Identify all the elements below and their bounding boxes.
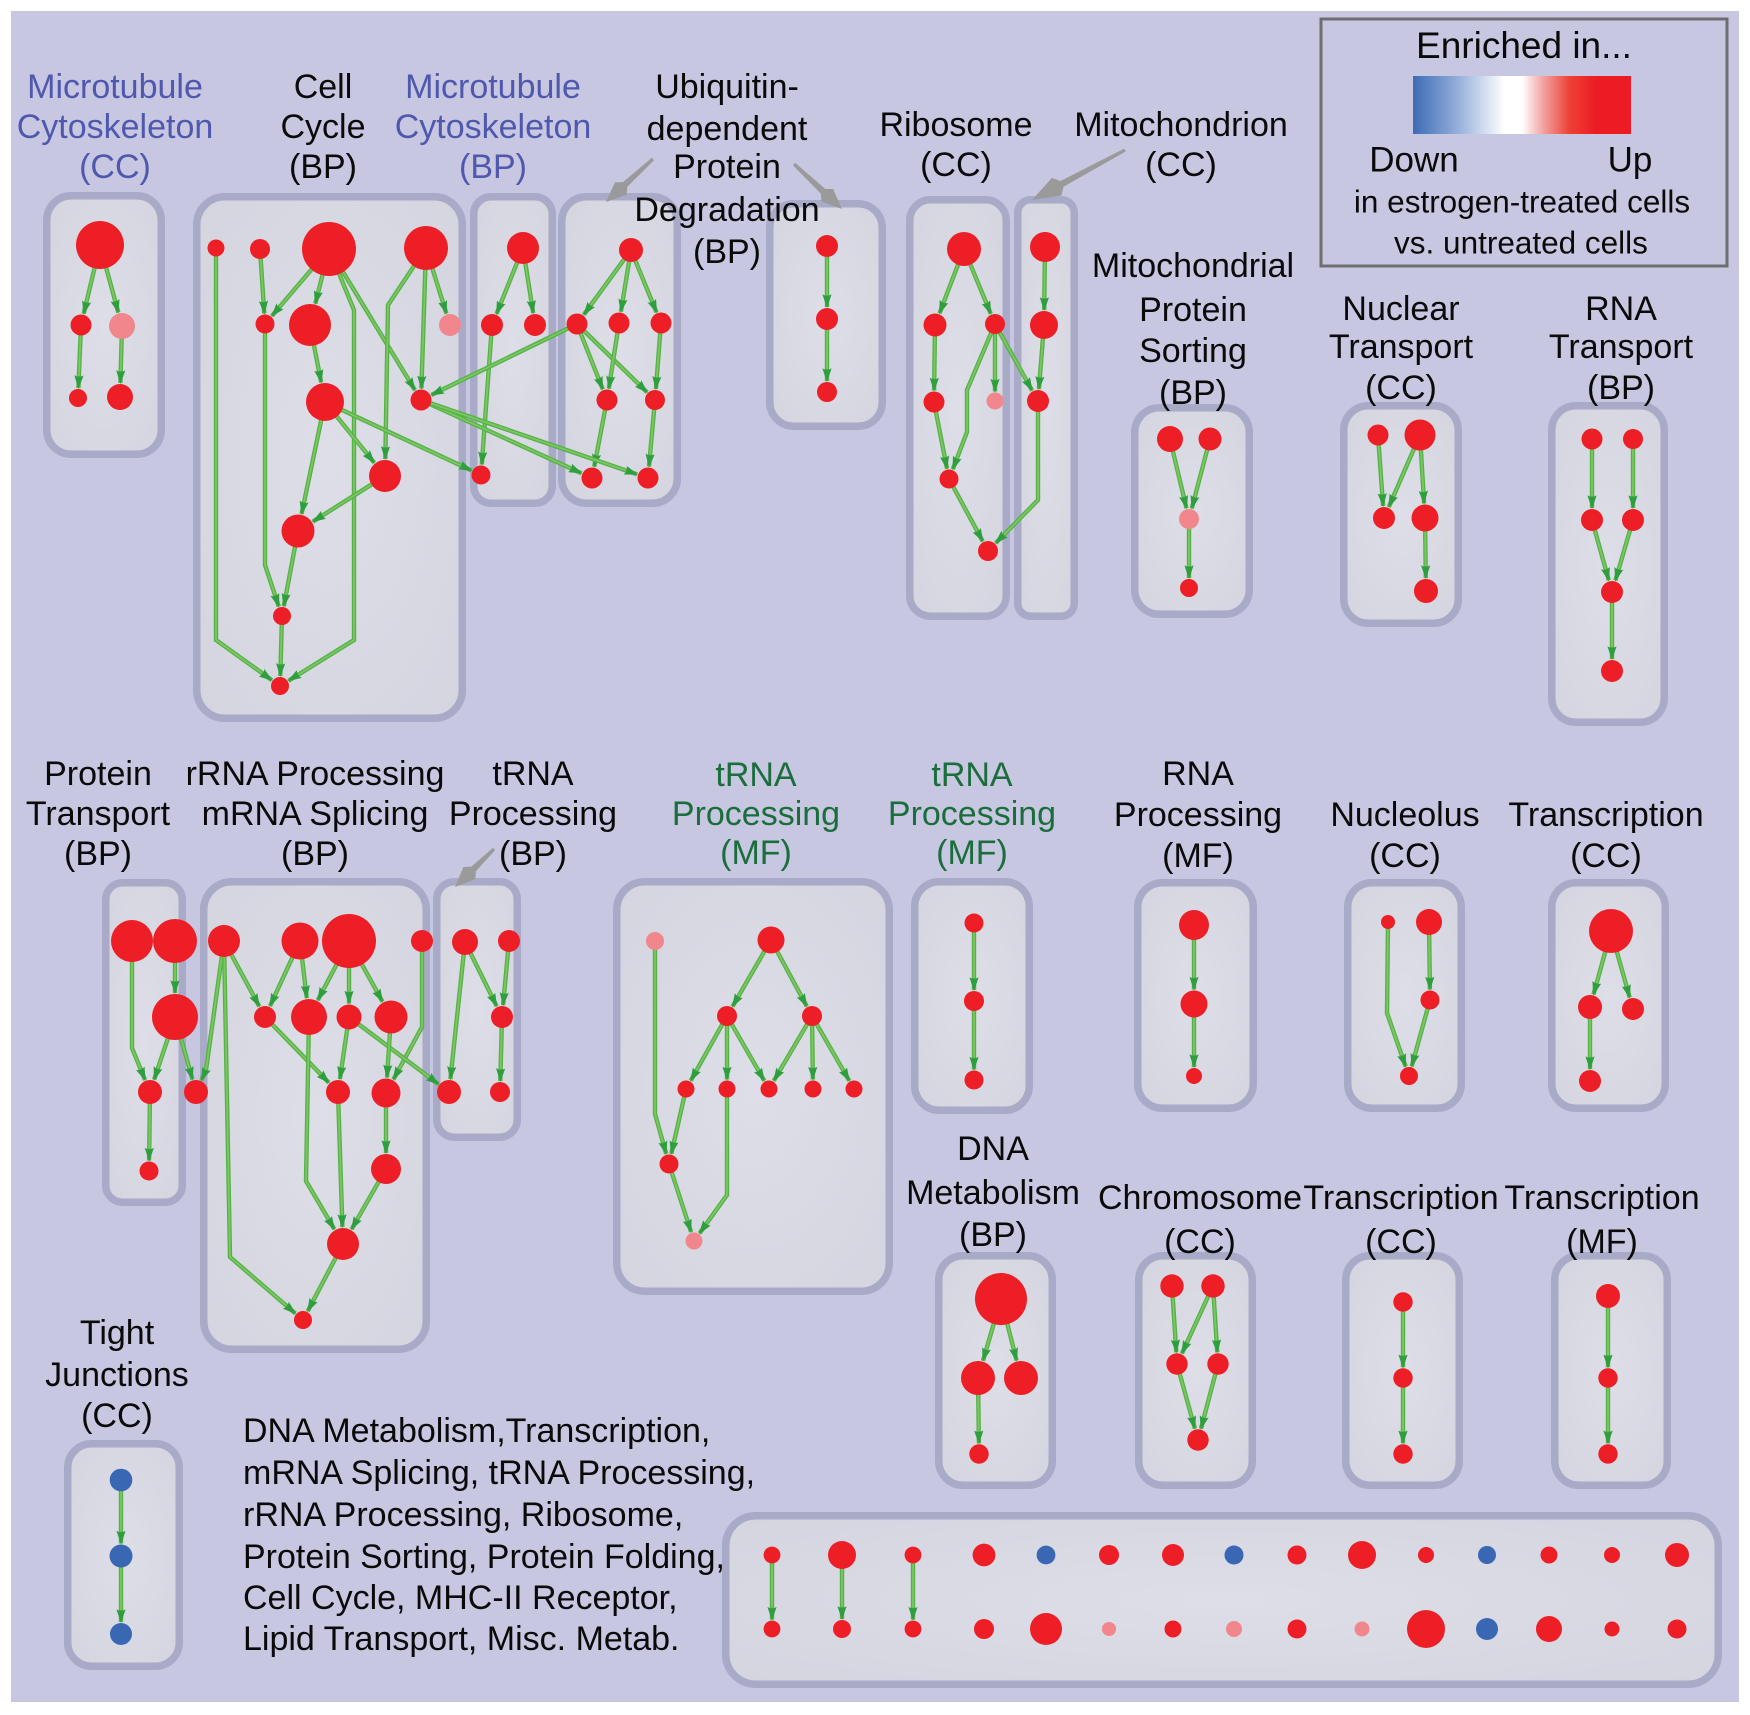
svg-text:tRNA: tRNA bbox=[492, 755, 574, 793]
svg-text:Transport: Transport bbox=[1549, 328, 1694, 366]
svg-text:dependent: dependent bbox=[647, 110, 808, 148]
svg-text:Transport: Transport bbox=[26, 795, 171, 833]
svg-text:Ribosome: Ribosome bbox=[879, 106, 1032, 144]
svg-text:Protein Sorting, Protein Foldi: Protein Sorting, Protein Folding, bbox=[243, 1538, 725, 1576]
svg-text:(MF): (MF) bbox=[720, 834, 792, 872]
svg-text:mRNA Splicing: mRNA Splicing bbox=[202, 795, 429, 833]
svg-text:Transcription: Transcription bbox=[1303, 1179, 1498, 1217]
svg-text:Cytoskeleton: Cytoskeleton bbox=[17, 108, 214, 146]
svg-text:(CC): (CC) bbox=[1365, 369, 1437, 407]
svg-text:(BP): (BP) bbox=[959, 1216, 1027, 1254]
svg-text:(CC): (CC) bbox=[920, 146, 992, 184]
svg-text:tRNA: tRNA bbox=[931, 756, 1013, 794]
svg-text:Metabolism: Metabolism bbox=[906, 1174, 1080, 1212]
svg-text:Microtubule: Microtubule bbox=[405, 68, 581, 106]
svg-text:(CC): (CC) bbox=[1570, 837, 1642, 875]
svg-text:(CC): (CC) bbox=[1365, 1223, 1437, 1261]
svg-text:tRNA: tRNA bbox=[715, 756, 797, 794]
svg-text:(BP): (BP) bbox=[1159, 374, 1227, 412]
svg-text:Processing: Processing bbox=[449, 795, 617, 833]
svg-text:Mitochondrial: Mitochondrial bbox=[1092, 247, 1294, 285]
svg-text:Enriched in...: Enriched in... bbox=[1416, 25, 1632, 66]
svg-text:Processing: Processing bbox=[1114, 796, 1282, 834]
svg-text:DNA: DNA bbox=[957, 1130, 1029, 1168]
svg-text:Protein: Protein bbox=[1139, 291, 1247, 329]
svg-text:Transcription: Transcription bbox=[1508, 796, 1703, 834]
svg-text:(BP): (BP) bbox=[693, 233, 761, 271]
svg-text:Lipid Transport, Misc. Metab.: Lipid Transport, Misc. Metab. bbox=[243, 1620, 680, 1658]
svg-text:(BP): (BP) bbox=[289, 148, 357, 186]
svg-text:RNA: RNA bbox=[1162, 755, 1234, 793]
svg-text:Junctions: Junctions bbox=[45, 1356, 189, 1394]
svg-text:rRNA Processing: rRNA Processing bbox=[186, 755, 445, 793]
svg-text:(BP): (BP) bbox=[499, 835, 567, 873]
svg-text:Down: Down bbox=[1369, 140, 1458, 179]
svg-text:Protein: Protein bbox=[44, 755, 152, 793]
svg-text:Transport: Transport bbox=[1329, 328, 1474, 366]
svg-text:(MF): (MF) bbox=[1566, 1223, 1638, 1261]
svg-text:RNA: RNA bbox=[1585, 290, 1657, 328]
svg-text:(CC): (CC) bbox=[1145, 146, 1217, 184]
svg-text:DNA Metabolism,Transcription,: DNA Metabolism,Transcription, bbox=[243, 1412, 710, 1450]
svg-text:Chromosome: Chromosome bbox=[1098, 1179, 1302, 1217]
svg-text:(MF): (MF) bbox=[936, 834, 1008, 872]
svg-text:Sorting: Sorting bbox=[1139, 332, 1247, 370]
svg-text:(CC): (CC) bbox=[79, 148, 151, 186]
svg-text:Protein: Protein bbox=[673, 148, 781, 186]
svg-text:mRNA Splicing, tRNA Processing: mRNA Splicing, tRNA Processing, bbox=[243, 1454, 755, 1492]
svg-text:Cycle: Cycle bbox=[280, 108, 365, 146]
svg-text:(CC): (CC) bbox=[81, 1397, 153, 1435]
svg-text:Mitochondrion: Mitochondrion bbox=[1074, 106, 1288, 144]
svg-text:vs. untreated cells: vs. untreated cells bbox=[1394, 224, 1648, 260]
svg-text:Processing: Processing bbox=[672, 795, 840, 833]
svg-text:Tight: Tight bbox=[80, 1314, 155, 1352]
svg-text:Degradation: Degradation bbox=[634, 191, 819, 229]
svg-text:in estrogen-treated cells: in estrogen-treated cells bbox=[1354, 183, 1690, 219]
svg-text:Processing: Processing bbox=[888, 795, 1056, 833]
svg-text:Cell: Cell bbox=[294, 68, 353, 106]
svg-text:(BP): (BP) bbox=[459, 148, 527, 186]
svg-text:(CC): (CC) bbox=[1369, 837, 1441, 875]
svg-text:Ubiquitin-: Ubiquitin- bbox=[655, 68, 799, 106]
svg-text:Nucleolus: Nucleolus bbox=[1330, 796, 1479, 834]
svg-text:Up: Up bbox=[1608, 140, 1653, 179]
svg-text:(BP): (BP) bbox=[281, 835, 349, 873]
svg-text:Transcription: Transcription bbox=[1504, 1179, 1699, 1217]
svg-text:Cytoskeleton: Cytoskeleton bbox=[395, 108, 592, 146]
svg-text:(BP): (BP) bbox=[64, 835, 132, 873]
svg-text:(MF): (MF) bbox=[1162, 837, 1234, 875]
svg-text:Microtubule: Microtubule bbox=[27, 68, 203, 106]
svg-text:rRNA Processing, Ribosome,: rRNA Processing, Ribosome, bbox=[243, 1496, 683, 1534]
svg-text:Nuclear: Nuclear bbox=[1342, 290, 1459, 328]
svg-text:Cell Cycle, MHC-II Receptor,: Cell Cycle, MHC-II Receptor, bbox=[243, 1579, 678, 1617]
svg-text:(BP): (BP) bbox=[1587, 369, 1655, 407]
svg-text:(CC): (CC) bbox=[1164, 1223, 1236, 1261]
